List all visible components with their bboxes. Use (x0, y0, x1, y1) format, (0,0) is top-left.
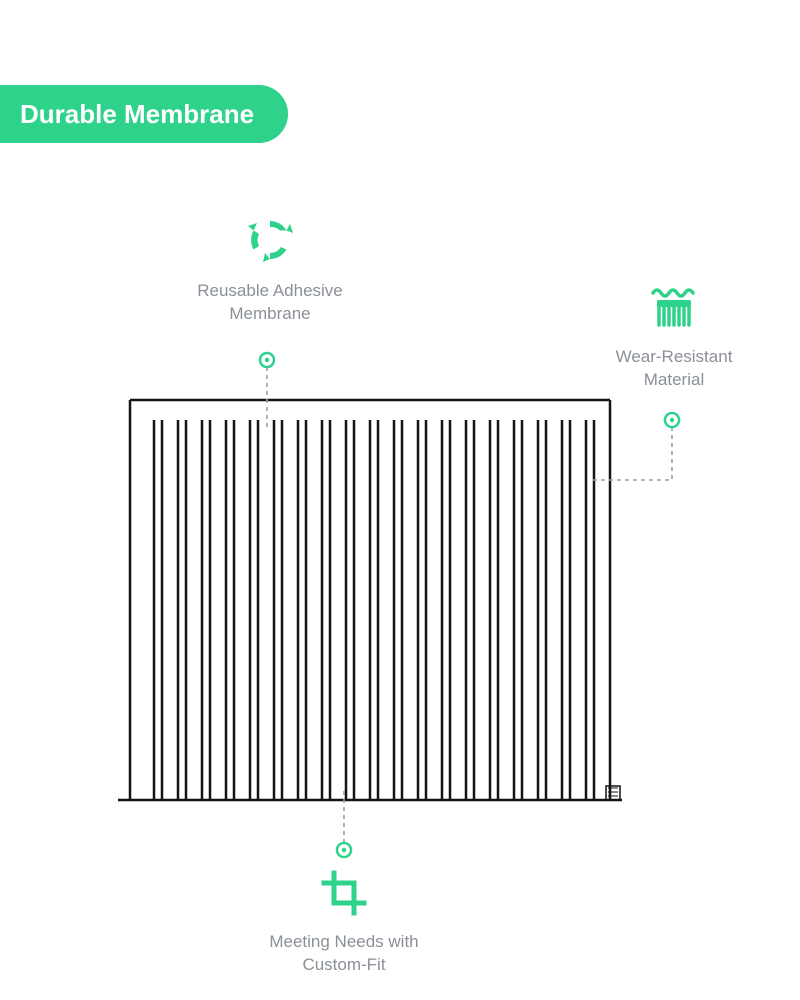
callout-label-line: Wear-Resistant (616, 347, 733, 366)
header-title: Durable Membrane (20, 99, 254, 130)
callout-label-line: Reusable Adhesive (197, 281, 343, 300)
callout-label-line: Custom-Fit (302, 955, 385, 974)
callout-label: Wear-Resistant Material (616, 346, 733, 392)
brush-icon (647, 285, 701, 336)
membrane-diagram (0, 0, 800, 1000)
callout-label: Meeting Needs with Custom-Fit (269, 931, 418, 977)
crop-icon (321, 870, 367, 921)
infographic-canvas: Durable Membrane Reusable Adhesive Membr… (0, 0, 800, 1000)
callout-label-line: Meeting Needs with (269, 932, 418, 951)
callout-reusable: Reusable Adhesive Membrane (195, 215, 345, 326)
callout-wear-resistant: Wear-Resistant Material (594, 285, 754, 392)
callout-custom-fit: Meeting Needs with Custom-Fit (254, 870, 434, 977)
callout-label: Reusable Adhesive Membrane (197, 280, 343, 326)
recycle-icon (245, 215, 295, 270)
callout-label-line: Material (644, 370, 704, 389)
callout-label-line: Membrane (229, 304, 310, 323)
header-pill: Durable Membrane (0, 85, 288, 143)
